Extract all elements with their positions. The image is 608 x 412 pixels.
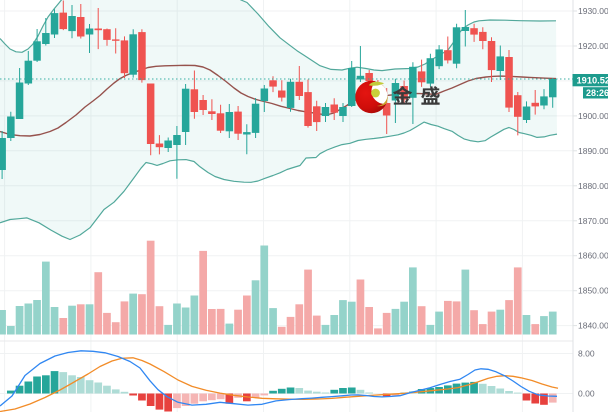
svg-text:1920.00: 1920.00	[578, 41, 608, 51]
svg-text:8.00: 8.00	[578, 349, 595, 359]
svg-text:1880.00: 1880.00	[578, 181, 608, 191]
svg-text:1930.00: 1930.00	[578, 6, 608, 16]
svg-text:1870.00: 1870.00	[578, 216, 608, 226]
svg-text:1860.00: 1860.00	[578, 251, 608, 261]
svg-text:1850.00: 1850.00	[578, 286, 608, 296]
svg-text:28:26: 28:26	[586, 88, 608, 98]
svg-text:1910.52: 1910.52	[577, 76, 608, 86]
svg-text:1900.00: 1900.00	[578, 111, 608, 121]
svg-text:1890.00: 1890.00	[578, 146, 608, 156]
svg-text:0.00: 0.00	[578, 389, 595, 399]
svg-text:1840.00: 1840.00	[578, 321, 608, 331]
